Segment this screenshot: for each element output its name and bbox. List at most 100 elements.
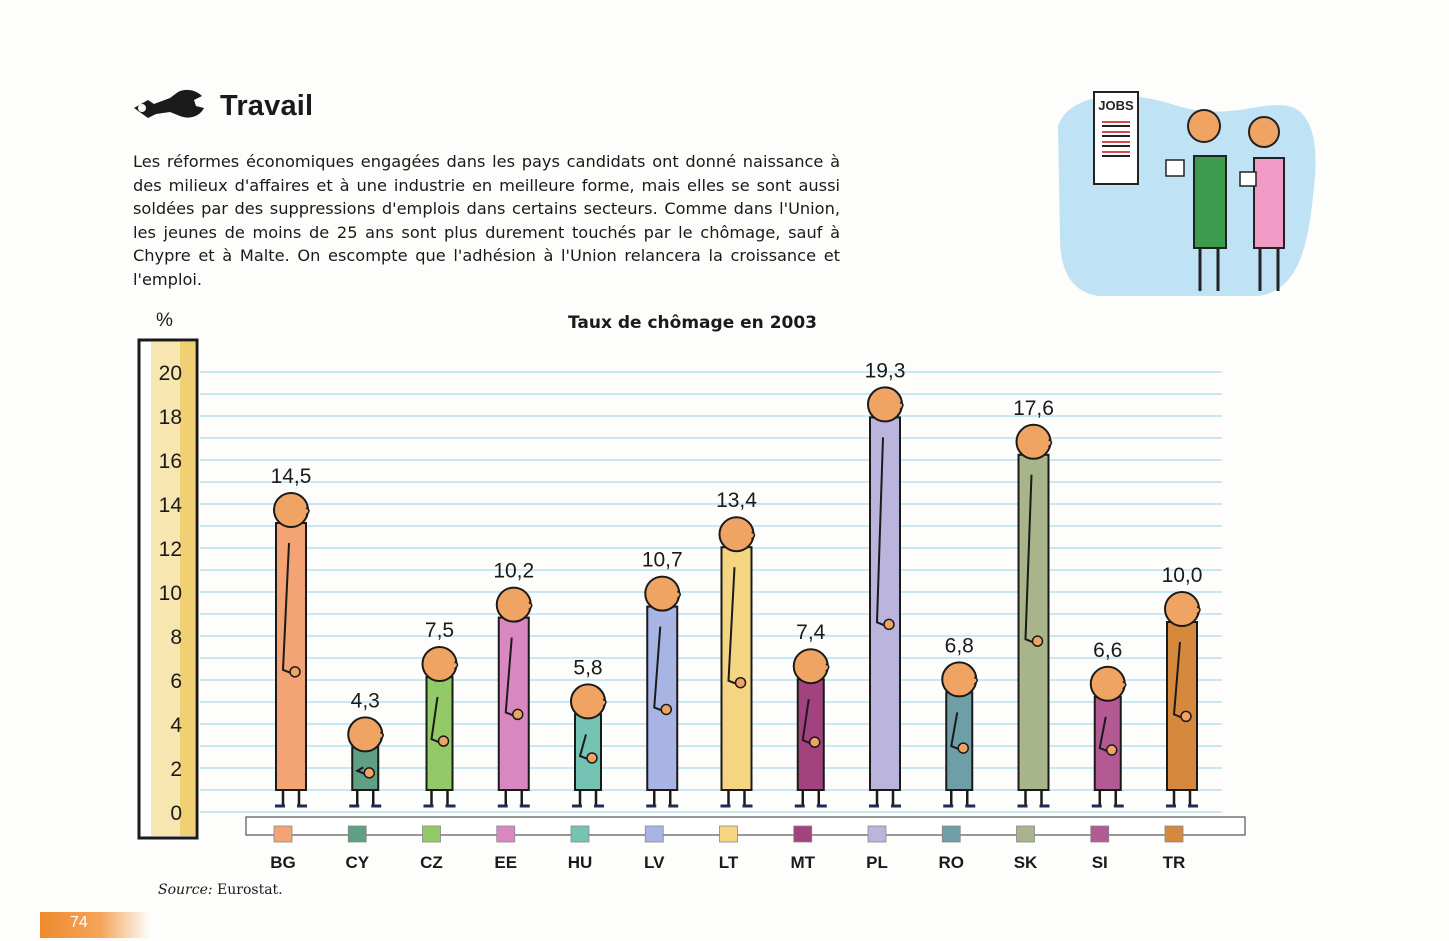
value-label: 7,4 (796, 621, 826, 644)
figure-head (792, 648, 829, 685)
x-tick-label: TR (1163, 853, 1186, 872)
y-tick-label: 10 (159, 582, 182, 605)
figure-head (347, 716, 384, 753)
source-note: Source: Eurostat. (158, 882, 283, 898)
figure-ear (825, 663, 830, 672)
figure-head (495, 586, 532, 623)
y-tick-label: 6 (170, 670, 182, 693)
x-tick-label: CY (345, 853, 369, 872)
figure-ear (305, 507, 310, 516)
legend-frame (245, 816, 1246, 836)
bar (497, 616, 530, 791)
y-tick-label: 0 (170, 802, 182, 825)
legend-swatch (422, 825, 441, 843)
bar (945, 691, 974, 792)
value-label: 4,3 (351, 689, 380, 712)
y-tick-label: 8 (170, 626, 182, 649)
figure-head (718, 516, 755, 553)
figure-ear (751, 531, 756, 540)
figure-ear (602, 698, 607, 707)
section-header: Travail (130, 86, 313, 126)
bar-series: 14,5 4,3 7,5 10,2 5,8 10,7 13,4 7,4 19,3 6,8 17,6 6… (271, 359, 1203, 808)
x-tick-label: HU (568, 853, 593, 872)
x-tick-label: MT (790, 853, 815, 872)
x-tick-label: BG (270, 853, 296, 872)
legend-strip: BG CY CZ EE HU LV LT MT PL RO SK SI TR (245, 816, 1246, 872)
figure-ear (676, 590, 681, 600)
x-tick-label: LV (644, 853, 665, 872)
y-axis: 0 2 4 6 8 10 12 14 16 18 20 (137, 338, 199, 840)
bar-figure: 10,0 (1162, 564, 1203, 808)
bar-figure: 13,4 (716, 489, 757, 808)
figure-hand (957, 742, 969, 754)
value-label: 10,7 (642, 549, 683, 572)
value-label: 17,6 (1013, 397, 1054, 420)
figure-hand (734, 676, 747, 689)
figure-ear (973, 676, 978, 685)
figure-hand (1180, 710, 1192, 723)
bar (574, 713, 602, 792)
figure-hand (1031, 635, 1044, 647)
bar (1093, 695, 1122, 791)
figure-head (1015, 423, 1052, 460)
wrench-icon (134, 89, 204, 118)
legend-swatch (867, 825, 887, 843)
legend-swatch (793, 825, 813, 843)
figure-head (421, 646, 458, 682)
bar-figure: 7,5 (421, 619, 459, 808)
legend-swatch (941, 825, 961, 843)
intro-paragraph: Les réformes économiques engagées dans l… (133, 152, 840, 289)
bar-figure: 6,6 (1089, 639, 1127, 808)
value-label: 6,8 (945, 634, 974, 657)
bar (1166, 621, 1198, 791)
chart-title: Taux de chômage en 2003 (568, 313, 818, 333)
figure-hand (363, 767, 375, 779)
legend-swatch (496, 825, 516, 843)
gridlines (200, 371, 1222, 813)
y-axis-band-dark (180, 342, 195, 836)
page-number: 74 (70, 914, 88, 931)
figure-head (570, 683, 606, 720)
bar (275, 522, 307, 791)
bar-figure: 4,3 (347, 689, 384, 808)
figure-hand (289, 666, 301, 678)
figure-hand (809, 736, 821, 748)
x-tick-label: CZ (420, 853, 443, 872)
legend-swatch (644, 825, 664, 843)
y-tick-label: 12 (159, 538, 182, 561)
jobs-sign: JOBS (1098, 98, 1134, 113)
bar-figure: 10,2 (493, 560, 534, 808)
x-tick-label: SI (1092, 853, 1108, 872)
bar-figure: 14,5 (271, 465, 311, 808)
figure-ear (1048, 439, 1053, 448)
y-tick-label: 20 (159, 362, 182, 385)
figure-hand (883, 618, 895, 631)
figure-ear (1196, 606, 1201, 615)
value-label: 10,2 (493, 560, 534, 583)
figure-ear (454, 661, 459, 670)
figure-ear (1122, 681, 1127, 690)
y-tick-label: 14 (159, 494, 183, 517)
x-tick-label: PL (866, 853, 888, 872)
bar (720, 546, 753, 792)
value-label: 6,6 (1093, 639, 1122, 662)
y-tick-label: 16 (159, 450, 182, 473)
bar-figure: 10,7 (642, 549, 683, 808)
page-number-tab: 74 (40, 912, 150, 938)
figure-head (941, 661, 978, 698)
legend-swatch (1090, 825, 1110, 843)
x-tick-label: EE (494, 853, 517, 872)
figure-hand (512, 708, 524, 721)
value-label: 13,4 (716, 489, 757, 512)
value-label: 5,8 (573, 656, 602, 679)
value-label: 10,0 (1162, 564, 1203, 587)
bar-figure: 6,8 (941, 634, 978, 808)
figure-hand (586, 752, 598, 764)
bar (1017, 453, 1050, 791)
y-axis-unit: % (156, 310, 173, 331)
figure-head (1089, 665, 1126, 702)
bar (425, 676, 454, 791)
bar-figure: 17,6 (1013, 397, 1054, 808)
bar (869, 416, 901, 791)
